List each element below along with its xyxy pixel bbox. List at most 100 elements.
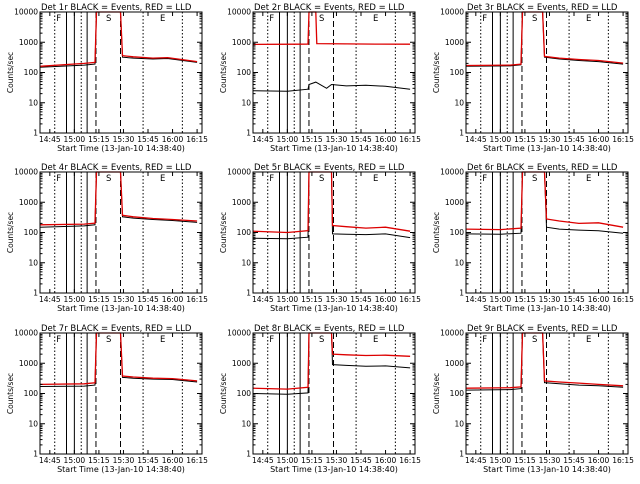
plot-title: Det 4r BLACK = Events, RED = LLD: [41, 163, 192, 173]
event-marker-f: F: [56, 335, 61, 345]
event-marker-s: S: [532, 14, 537, 24]
plot-title: Det 6r BLACK = Events, RED = LLD: [467, 163, 618, 173]
y-tick-label: 1: [33, 450, 38, 459]
series-line-lld: [39, 11, 198, 67]
event-marker-f: F: [56, 174, 61, 184]
series-line-events: [252, 81, 411, 92]
y-tick-label: 1: [246, 129, 251, 138]
y-tick-label: 10: [241, 98, 251, 107]
x-tick-label: 15:00: [64, 135, 86, 144]
x-tick-label: 15:15: [88, 295, 110, 304]
x-tick-label: 15:45: [137, 456, 159, 465]
x-tick-label: 16:00: [375, 135, 397, 144]
series-line-lld: [252, 11, 411, 46]
y-tick-label: 1000: [445, 38, 464, 47]
x-tick-label: 15:30: [539, 295, 561, 304]
x-axis-label: Start Time (13-Jan-10 14:38:40): [270, 465, 398, 474]
x-tick-label: 15:30: [326, 135, 348, 144]
plot-title: Det 7r BLACK = Events, RED = LLD: [41, 324, 192, 334]
y-tick-label: 10: [241, 419, 251, 428]
x-tick-label: 15:30: [113, 135, 135, 144]
plot-title: Det 2r BLACK = Events, RED = LLD: [254, 3, 405, 13]
x-tick-label: 14:45: [252, 456, 274, 465]
x-axis-label: Start Time (13-Jan-10 14:38:40): [483, 304, 611, 313]
y-tick-label: 1: [459, 129, 464, 138]
series-line-events: [465, 11, 624, 67]
event-marker-e: E: [586, 335, 591, 345]
x-tick-label: 16:15: [186, 456, 208, 465]
event-marker-f: F: [56, 14, 61, 24]
y-tick-label: 10: [241, 258, 251, 267]
x-axis-label: Start Time (13-Jan-10 14:38:40): [270, 144, 398, 153]
y-tick-label: 10000: [440, 8, 464, 17]
x-tick-label: 15:45: [563, 295, 585, 304]
y-axis-label: Counts/sec: [432, 52, 441, 93]
y-tick-label: 10000: [440, 168, 464, 177]
event-marker-s: S: [106, 335, 111, 345]
y-tick-label: 10000: [227, 8, 251, 17]
x-tick-label: 16:15: [612, 456, 634, 465]
y-tick-label: 1000: [19, 359, 38, 368]
event-marker-e: E: [373, 335, 378, 345]
x-tick-label: 16:15: [399, 456, 421, 465]
x-tick-label: 15:00: [64, 456, 86, 465]
y-tick-label: 1: [459, 450, 464, 459]
y-tick-label: 100: [24, 228, 39, 237]
x-tick-label: 15:30: [113, 456, 135, 465]
y-tick-label: 10000: [14, 8, 38, 17]
y-tick-label: 1000: [232, 38, 251, 47]
y-tick-label: 1: [33, 289, 38, 298]
y-tick-label: 1: [246, 450, 251, 459]
event-marker-f: F: [269, 174, 274, 184]
y-tick-label: 10: [28, 258, 38, 267]
plot-title: Det 9r BLACK = Events, RED = LLD: [467, 324, 618, 334]
y-tick-label: 100: [450, 389, 465, 398]
y-tick-label: 100: [450, 68, 465, 77]
y-axis-label: Counts/sec: [6, 373, 15, 414]
y-tick-label: 1000: [445, 198, 464, 207]
x-axis-label: Start Time (13-Jan-10 14:38:40): [483, 144, 611, 153]
y-tick-label: 1000: [19, 198, 38, 207]
x-axis-label: Start Time (13-Jan-10 14:38:40): [57, 304, 185, 313]
series-line-lld: [465, 332, 624, 389]
y-tick-label: 1: [459, 289, 464, 298]
x-tick-label: 16:00: [162, 456, 184, 465]
plot-title: Det 5r BLACK = Events, RED = LLD: [254, 163, 405, 173]
x-tick-label: 14:45: [39, 456, 61, 465]
y-tick-label: 100: [237, 389, 252, 398]
y-tick-label: 100: [24, 68, 39, 77]
y-tick-label: 10: [454, 98, 464, 107]
y-tick-label: 10000: [227, 168, 251, 177]
x-tick-label: 14:45: [39, 295, 61, 304]
x-tick-label: 16:00: [375, 456, 397, 465]
event-marker-f: F: [482, 174, 487, 184]
event-marker-e: E: [373, 14, 378, 24]
x-tick-label: 16:00: [162, 295, 184, 304]
event-marker-f: F: [269, 335, 274, 345]
y-tick-label: 100: [237, 68, 252, 77]
y-tick-label: 10000: [227, 329, 251, 338]
y-tick-label: 100: [237, 228, 252, 237]
event-marker-s: S: [319, 14, 324, 24]
x-tick-label: 15:45: [563, 135, 585, 144]
x-tick-label: 15:15: [514, 456, 536, 465]
x-tick-label: 15:30: [326, 456, 348, 465]
y-tick-label: 10: [28, 419, 38, 428]
event-marker-e: E: [160, 174, 165, 184]
series-line-lld: [252, 332, 411, 390]
x-tick-label: 15:00: [277, 295, 299, 304]
series-line-lld: [252, 171, 411, 234]
x-tick-label: 15:00: [277, 456, 299, 465]
x-tick-label: 15:15: [514, 295, 536, 304]
y-axis-label: Counts/sec: [6, 52, 15, 93]
event-marker-e: E: [373, 174, 378, 184]
event-marker-e: E: [586, 14, 591, 24]
y-axis-label: Counts/sec: [219, 373, 228, 414]
x-tick-label: 16:00: [588, 456, 610, 465]
